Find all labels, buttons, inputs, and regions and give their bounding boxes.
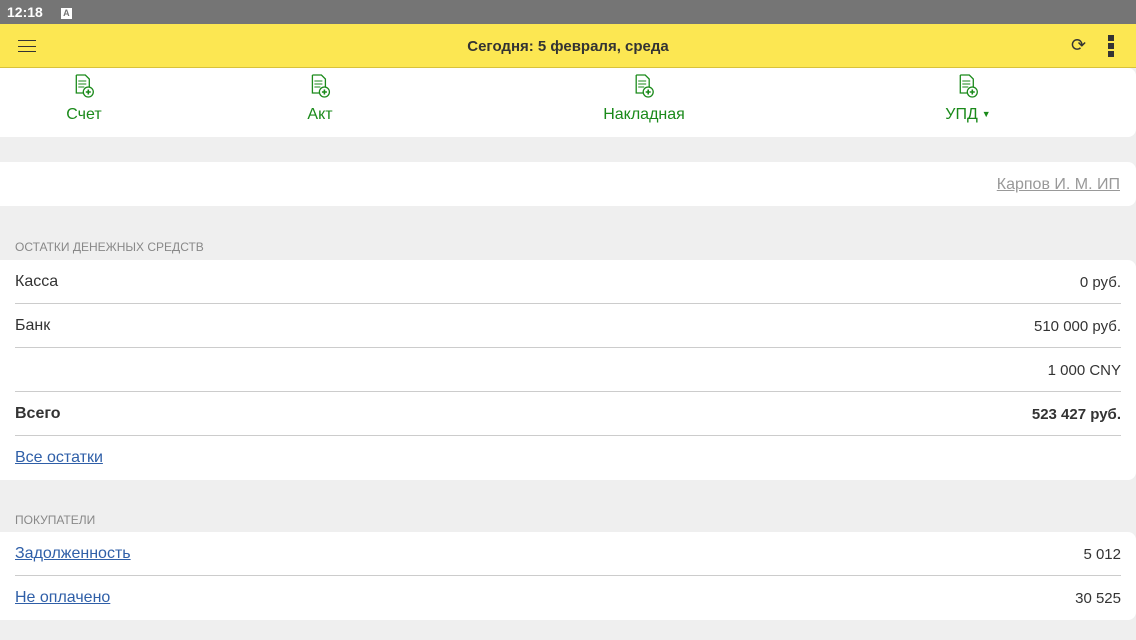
document-actions: Счет Акт Накладная УПД ▼ (0, 68, 1136, 137)
all-balances-row: Все остатки (15, 436, 1121, 480)
cash-balances-card: Касса 0 руб. Банк 510 000 руб. 1 000 CNY В… (0, 260, 1136, 480)
organization-card: Карпов И. М. ИП (0, 162, 1136, 206)
balance-row: Касса 0 руб. (15, 260, 1121, 304)
document-add-icon (74, 74, 94, 98)
status-bar: 12:18 A (0, 0, 1136, 24)
buyer-row: Не оплачено 30 525 (15, 576, 1121, 620)
label: Акт (307, 106, 333, 123)
create-waybill-button[interactable]: Накладная (603, 74, 685, 124)
row-label: Банк (15, 317, 51, 334)
more-vertical-icon[interactable] (1108, 35, 1114, 59)
row-value: 0 руб. (1079, 274, 1121, 291)
hamburger-icon[interactable] (18, 40, 36, 52)
unpaid-link[interactable]: Не оплачено (15, 589, 111, 606)
row-value: 1 000 CNY (1047, 362, 1121, 379)
row-label: Всего (15, 405, 61, 422)
notification-icon: A (60, 8, 72, 19)
create-act-button[interactable]: Акт (307, 74, 333, 124)
document-add-icon (634, 74, 654, 98)
clock: 12:18 (7, 4, 43, 20)
row-value: 5 012 (1083, 546, 1121, 563)
caret-down-icon: ▼ (981, 109, 991, 119)
organization-link[interactable]: Карпов И. М. ИП (996, 176, 1120, 193)
balance-row: 1 000 CNY (15, 348, 1121, 392)
balance-total-row: Всего 523 427 руб. (15, 392, 1121, 436)
label: Накладная (603, 106, 685, 123)
create-invoice-button[interactable]: Счет (66, 74, 102, 124)
page-title: Сегодня: 5 февраля, среда (467, 38, 669, 55)
balance-row: Банк 510 000 руб. (15, 304, 1121, 348)
buyers-card: Задолженность 5 012 Не оплачено 30 525 (0, 532, 1136, 620)
label: УПД (945, 106, 978, 123)
buyer-row: Задолженность 5 012 (15, 532, 1121, 576)
debt-link[interactable]: Задолженность (15, 545, 131, 562)
document-add-icon (958, 74, 978, 98)
row-label: Касса (15, 273, 59, 290)
all-balances-link[interactable]: Все остатки (15, 449, 103, 466)
section-title: ОСТАТКИ ДЕНЕЖНЫХ СРЕДСТВ (15, 240, 204, 254)
create-upd-button[interactable]: УПД ▼ (945, 74, 991, 124)
row-value: 30 525 (1075, 590, 1121, 607)
row-value: 523 427 руб. (1031, 406, 1121, 423)
section-title: ПОКУПАТЕЛИ (15, 513, 96, 527)
document-add-icon (310, 74, 330, 98)
top-bar: Сегодня: 5 февраля, среда ⟳ (0, 24, 1136, 68)
row-value: 510 000 руб. (1034, 318, 1121, 335)
sync-icon[interactable]: ⟳ (1071, 35, 1087, 55)
label: Счет (66, 106, 102, 123)
